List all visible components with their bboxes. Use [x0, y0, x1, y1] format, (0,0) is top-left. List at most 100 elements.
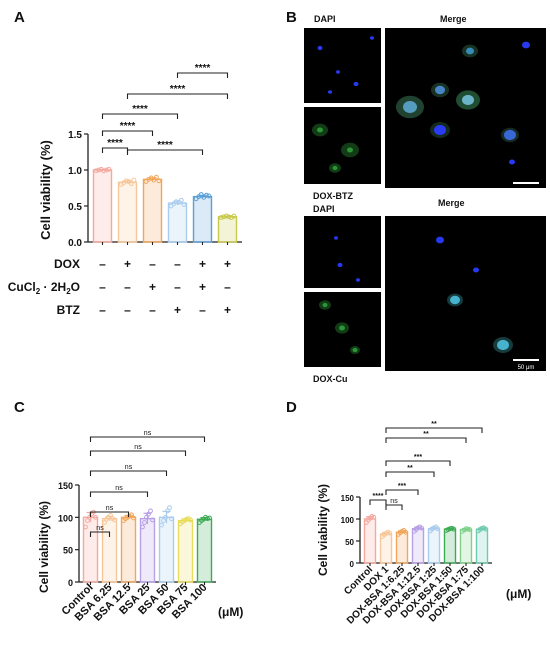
cell-nucleus — [317, 45, 323, 51]
c-bracket — [89, 491, 149, 497]
c-point — [159, 522, 164, 528]
a-point — [231, 213, 237, 219]
a-ytick-label: 0.0 — [68, 238, 82, 249]
a-point — [156, 178, 162, 184]
c-bracket — [89, 450, 187, 456]
cell-nucleus — [356, 278, 360, 282]
cell-nucleus — [462, 94, 474, 106]
cell-nucleus — [322, 302, 328, 308]
c-significance: ns — [144, 430, 152, 437]
a-condition-label: CuCl2 · 2H2O — [8, 280, 80, 296]
a-point — [173, 199, 179, 205]
cell-nucleus — [473, 267, 479, 273]
cell-nucleus — [337, 262, 343, 268]
d-significance: ** — [423, 431, 429, 438]
c-point — [140, 524, 145, 530]
c-bracket — [89, 470, 168, 476]
a-bar — [167, 202, 188, 243]
b-bottom-dapi-image — [304, 216, 381, 288]
d-bracket — [385, 437, 467, 443]
d-bracket — [385, 460, 451, 466]
c-bracket — [89, 531, 111, 537]
a-condition-mark: – — [224, 280, 231, 294]
c-ytick-label: 0 — [68, 578, 73, 588]
b-top-merge-label: Merge — [440, 14, 467, 24]
d-point — [371, 514, 377, 520]
d-point — [467, 527, 473, 532]
b-bottom-merge-image — [385, 216, 546, 371]
cell-nucleus — [328, 90, 332, 94]
a-condition-mark: – — [199, 303, 206, 317]
a-point — [198, 192, 204, 197]
c-point — [87, 514, 92, 520]
cell-nucleus — [434, 124, 446, 136]
d-bar — [411, 527, 425, 564]
b-bottom-dapi-label: DAPI — [313, 204, 335, 214]
cell-nucleus — [509, 159, 515, 165]
a-condition-mark: – — [174, 257, 181, 271]
c-point — [142, 520, 147, 525]
d-significance: ** — [407, 465, 413, 472]
cell-nucleus — [522, 41, 530, 49]
c-ytick-label: 150 — [58, 481, 73, 491]
a-condition-mark: + — [174, 303, 181, 317]
a-ytick-label: 1.5 — [68, 130, 82, 141]
c-point — [102, 520, 107, 525]
a-point — [178, 197, 184, 203]
a-condition-mark: + — [224, 257, 231, 271]
d-ytick-label: 0 — [350, 560, 355, 569]
d-point — [483, 526, 489, 532]
panel-c-letter: C — [14, 399, 25, 416]
d-bar — [363, 518, 377, 564]
a-point — [103, 167, 109, 173]
d-point — [419, 525, 425, 531]
a-point — [123, 178, 129, 184]
a-condition-mark: + — [199, 257, 206, 271]
c-point — [93, 514, 98, 520]
c-point — [188, 517, 193, 523]
c-point — [131, 515, 136, 521]
panel-c-ylabel: Cell viability (%) — [37, 501, 51, 593]
d-bracket — [385, 471, 435, 477]
c-point — [85, 518, 90, 523]
cell-nucleus — [332, 165, 338, 171]
d-bracket — [385, 504, 403, 510]
panel-c-unit: (μM) — [218, 605, 243, 619]
d-bar — [443, 528, 457, 564]
a-bracket — [126, 93, 229, 99]
d-bar — [395, 531, 409, 564]
panel-c-chart: Cell viability (%) (μM) 050100150nsnsnsn… — [37, 430, 243, 624]
panel-a-ylabel: Cell viability (%) — [38, 140, 53, 240]
c-bracket — [89, 511, 130, 517]
c-point — [165, 508, 170, 514]
a-bracket — [176, 72, 229, 78]
a-condition-mark: – — [149, 257, 156, 271]
a-bracket — [101, 113, 179, 119]
cell-nucleus — [334, 236, 338, 240]
d-point — [403, 529, 409, 535]
d-significance: *** — [414, 454, 422, 461]
a-point — [93, 168, 99, 174]
a-condition-mark: – — [124, 280, 131, 294]
c-bar — [196, 518, 213, 583]
a-condition-mark: + — [224, 303, 231, 317]
a-significance: **** — [195, 63, 211, 74]
a-bar — [192, 195, 213, 243]
a-condition-mark: – — [149, 303, 156, 317]
c-point — [207, 515, 212, 521]
cell-nucleus — [339, 325, 345, 331]
a-significance: **** — [157, 140, 173, 151]
d-significance: **** — [373, 493, 384, 500]
a-condition-mark: + — [124, 257, 131, 271]
a-point — [128, 181, 134, 187]
c-point — [161, 518, 166, 523]
c-significance: ns — [106, 505, 114, 512]
cell-nucleus — [435, 85, 445, 95]
b-top-dapi-label: DAPI — [314, 14, 336, 24]
a-ytick-label: 0.5 — [68, 202, 82, 213]
d-bar — [475, 528, 489, 564]
panel-a-letter: A — [14, 9, 25, 26]
a-point — [181, 202, 187, 207]
